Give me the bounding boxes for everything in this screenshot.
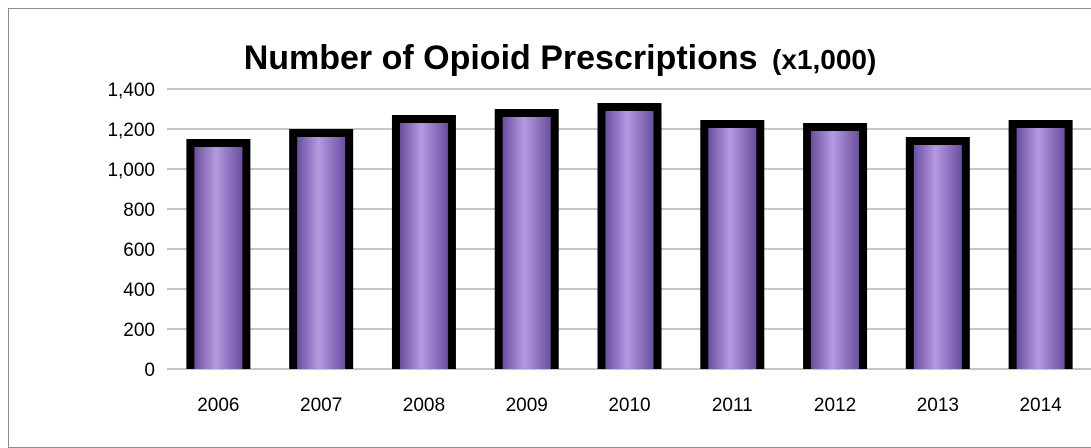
bar-2006 xyxy=(194,147,243,369)
y-tick-label: 1,200 xyxy=(107,120,155,141)
x-tick-label: 2007 xyxy=(300,395,342,416)
x-tick-label: 2006 xyxy=(197,395,239,416)
x-tick-label: 2009 xyxy=(506,395,548,416)
bars xyxy=(186,103,1073,369)
y-axis-tick-labels: 0 200 400 600 800 1,000 1,200 1,400 xyxy=(107,80,155,381)
bar-2013 xyxy=(913,145,962,369)
x-tick-label: 2012 xyxy=(814,395,856,416)
x-tick-label: 2010 xyxy=(608,395,650,416)
bar-2007 xyxy=(297,137,346,369)
y-tick-label: 1,000 xyxy=(107,160,155,181)
bar-chart: Number of Opioid Prescriptions (x1,000) … xyxy=(107,39,1091,416)
y-tick-label: 0 xyxy=(144,360,155,381)
y-tick-label: 600 xyxy=(123,240,155,261)
bar-2014 xyxy=(1016,128,1065,369)
bar-2011 xyxy=(708,128,757,369)
chart-frame: Number of Opioid Prescriptions (x1,000) … xyxy=(8,8,1091,448)
chart-title-suffix: (x1,000) xyxy=(772,44,876,75)
y-tick-label: 200 xyxy=(123,320,155,341)
x-tick-label: 2013 xyxy=(917,395,959,416)
x-tick-label: 2008 xyxy=(403,395,445,416)
y-tick-label: 800 xyxy=(123,200,155,221)
x-axis-tick-labels: 2006 2007 2008 2009 2010 2011 2012 2013 2014 xyxy=(197,395,1062,416)
bar-2009 xyxy=(502,117,551,369)
bar-2008 xyxy=(399,123,448,369)
x-tick-label: 2011 xyxy=(712,395,753,416)
x-tick-label: 2014 xyxy=(1019,395,1062,416)
chart-title: Number of Opioid Prescriptions (x1,000) xyxy=(244,39,877,77)
y-tick-label: 1,400 xyxy=(107,80,155,101)
chart-title-main: Number of Opioid Prescriptions xyxy=(244,39,758,77)
bar-2012 xyxy=(811,131,860,369)
bar-2010 xyxy=(605,111,654,369)
y-tick-label: 400 xyxy=(123,280,155,301)
